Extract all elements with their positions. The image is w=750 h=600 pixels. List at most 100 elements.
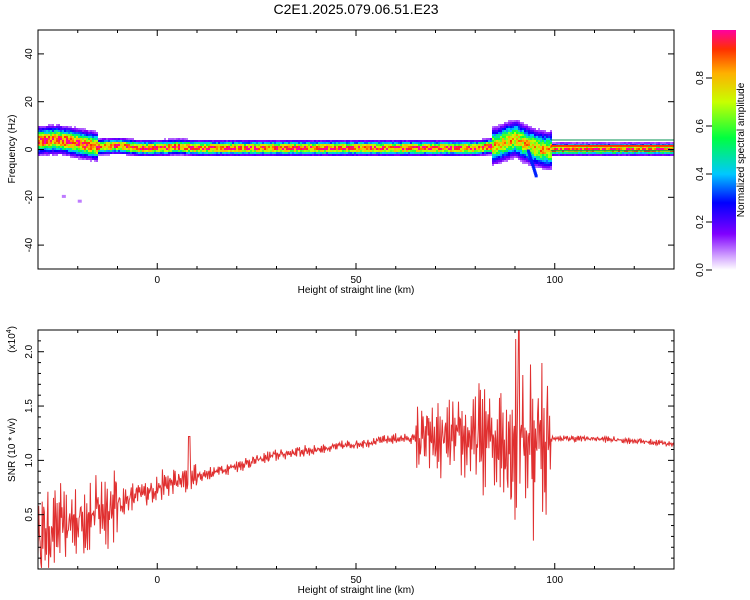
heatmap-cell xyxy=(64,150,66,152)
heatmap-cell xyxy=(382,154,384,156)
heatmap-cell xyxy=(160,148,162,150)
heatmap-cell xyxy=(52,126,54,128)
heatmap-cell xyxy=(178,144,180,146)
heatmap-cell xyxy=(174,140,176,142)
heatmap-cell xyxy=(190,152,192,154)
heatmap-cell xyxy=(394,142,396,144)
heatmap-cell xyxy=(84,150,86,152)
heatmap-cell xyxy=(222,150,224,152)
heatmap-cell xyxy=(316,142,318,144)
heatmap-cell xyxy=(526,152,528,154)
heatmap-cell xyxy=(658,154,660,156)
heatmap-cell xyxy=(472,152,474,154)
heatmap-cell xyxy=(500,158,502,160)
heatmap-cell xyxy=(622,148,624,150)
heatmap-cell xyxy=(60,144,62,146)
heatmap-cell xyxy=(168,138,170,140)
heatmap-cell xyxy=(48,146,50,148)
heatmap-cell xyxy=(526,130,528,132)
heatmap-cell xyxy=(376,146,378,148)
heatmap-cell xyxy=(276,148,278,150)
heatmap-cell xyxy=(498,136,500,138)
heatmap-cell xyxy=(164,140,166,142)
heatmap-cell xyxy=(256,142,258,144)
heatmap-cell xyxy=(272,154,274,156)
heatmap-cell xyxy=(136,146,138,148)
heatmap-cell xyxy=(502,140,504,142)
heatmap-cell xyxy=(530,150,532,152)
heatmap-cell xyxy=(264,148,266,150)
heatmap-cell xyxy=(50,134,52,136)
heatmap-cell xyxy=(528,134,530,136)
heatmap-cell xyxy=(172,152,174,154)
heatmap-cell xyxy=(380,154,382,156)
heatmap-cell xyxy=(368,154,370,156)
heatmap-cell xyxy=(488,144,490,146)
heatmap-cell xyxy=(64,132,66,134)
colorbar: 0.00.20.40.60.8 Normalized spectral ampl… xyxy=(695,30,747,277)
heatmap-cell xyxy=(384,142,386,144)
heatmap-cell xyxy=(654,152,656,154)
heatmap-cell xyxy=(486,152,488,154)
heatmap-cell xyxy=(240,148,242,150)
heatmap-cell xyxy=(628,142,630,144)
heatmap-cell xyxy=(100,146,102,148)
heatmap-cell xyxy=(224,144,226,146)
heatmap-cell xyxy=(400,146,402,148)
heatmap-cell xyxy=(70,144,72,146)
heatmap-cell xyxy=(526,158,528,160)
heatmap-cell xyxy=(64,126,66,128)
heatmap-cell xyxy=(312,148,314,150)
heatmap-cell xyxy=(400,150,402,152)
heatmap-cell xyxy=(488,148,490,150)
heatmap-cell xyxy=(280,144,282,146)
heatmap-cell xyxy=(116,138,118,140)
heatmap-cell xyxy=(58,134,60,136)
heatmap-cell xyxy=(118,138,120,140)
heatmap-cell xyxy=(76,134,78,136)
heatmap-cell xyxy=(138,144,140,146)
heatmap-cell xyxy=(504,140,506,142)
heatmap-cell xyxy=(400,144,402,146)
heatmap-cell xyxy=(408,144,410,146)
heatmap-cell xyxy=(386,144,388,146)
heatmap-cell xyxy=(294,150,296,152)
heatmap-cell xyxy=(88,150,90,152)
heatmap-cell xyxy=(126,154,128,156)
heatmap-cell xyxy=(628,154,630,156)
heatmap-cell xyxy=(552,154,554,156)
heatmap-cell xyxy=(252,150,254,152)
heatmap-cell xyxy=(498,162,500,164)
heatmap-cell xyxy=(376,142,378,144)
heatmap-cell xyxy=(396,144,398,146)
heatmap-cell xyxy=(540,134,542,136)
heatmap-cell xyxy=(132,148,134,150)
heatmap-cell xyxy=(328,140,330,142)
heatmap-cell xyxy=(510,132,512,134)
heatmap-cell xyxy=(430,148,432,150)
heatmap-cell xyxy=(88,130,90,132)
heatmap-cell xyxy=(410,146,412,148)
heatmap-cell xyxy=(88,144,90,146)
heatmap-cell xyxy=(224,152,226,154)
heatmap-cell xyxy=(536,132,538,134)
snr-xlabel: Height of straight line (km) xyxy=(298,585,415,596)
heatmap-cell xyxy=(134,146,136,148)
heatmap-cell xyxy=(208,152,210,154)
heatmap-cell xyxy=(540,146,542,148)
heatmap-cell xyxy=(488,152,490,154)
heatmap-cell xyxy=(340,140,342,142)
heatmap-cell xyxy=(150,154,152,156)
heatmap-cell xyxy=(512,154,514,156)
heatmap-cell xyxy=(96,152,98,154)
heatmap-cell xyxy=(462,152,464,154)
heatmap-cell xyxy=(184,148,186,150)
heatmap-cell xyxy=(92,146,94,148)
heatmap-cell xyxy=(642,146,644,148)
heatmap-cell xyxy=(426,148,428,150)
heatmap-cell xyxy=(250,146,252,148)
heatmap-cell xyxy=(76,154,78,156)
heatmap-cell xyxy=(56,140,58,142)
heatmap-cell xyxy=(500,140,502,142)
heatmap-cell xyxy=(132,140,134,142)
